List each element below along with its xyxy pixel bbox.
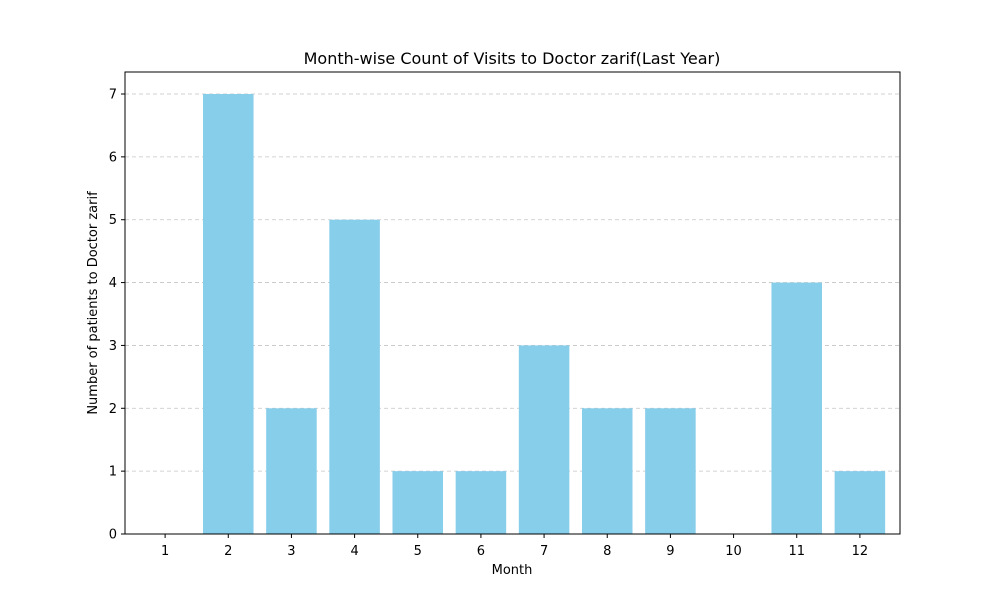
y-axis-label: Number of patients to Doctor zarif — [86, 191, 101, 415]
x-tick-label: 4 — [350, 544, 358, 559]
x-tick-label: 10 — [725, 544, 742, 559]
gridlines — [125, 93, 900, 535]
y-tick-label: 4 — [109, 276, 117, 291]
x-tick-label: 8 — [603, 544, 611, 559]
bar-month-6 — [455, 471, 507, 534]
bar-month-12 — [834, 471, 886, 534]
x-tick-label: 7 — [540, 544, 548, 559]
y-tick-label: 1 — [109, 465, 117, 480]
y-tick-label: 7 — [109, 88, 117, 103]
y-tick-label: 5 — [109, 213, 117, 228]
y-tick-label: 6 — [109, 150, 117, 165]
chart-title: Month-wise Count of Visits to Doctor zar… — [304, 49, 721, 68]
x-axis-ticks: 1 2 3 4 5 6 7 8 9 10 11 12 — [161, 534, 868, 559]
y-axis-ticks: 0 1 2 3 4 5 6 7 — [109, 88, 125, 543]
bar-month-5 — [392, 471, 444, 534]
bar-month-3 — [266, 408, 317, 534]
x-tick-label: 5 — [414, 544, 422, 559]
bar-month-4 — [329, 219, 380, 534]
bar-month-2 — [203, 94, 254, 534]
x-tick-label: 12 — [852, 544, 869, 559]
x-tick-label: 1 — [161, 544, 169, 559]
x-tick-label: 6 — [477, 544, 485, 559]
y-tick-label: 2 — [109, 402, 117, 417]
x-tick-label: 9 — [666, 544, 674, 559]
y-tick-label: 3 — [109, 339, 117, 354]
x-axis-label: Month — [492, 563, 533, 578]
bar-month-11 — [771, 282, 822, 534]
bar-month-9 — [645, 408, 696, 534]
bars — [203, 94, 886, 534]
plot-frame — [124, 71, 901, 535]
x-tick-label: 2 — [224, 544, 232, 559]
y-tick-label: 0 — [109, 528, 117, 543]
x-tick-label: 3 — [287, 544, 295, 559]
bar-month-8 — [581, 408, 633, 534]
bar-month-7 — [518, 345, 570, 534]
x-tick-label: 11 — [788, 544, 805, 559]
